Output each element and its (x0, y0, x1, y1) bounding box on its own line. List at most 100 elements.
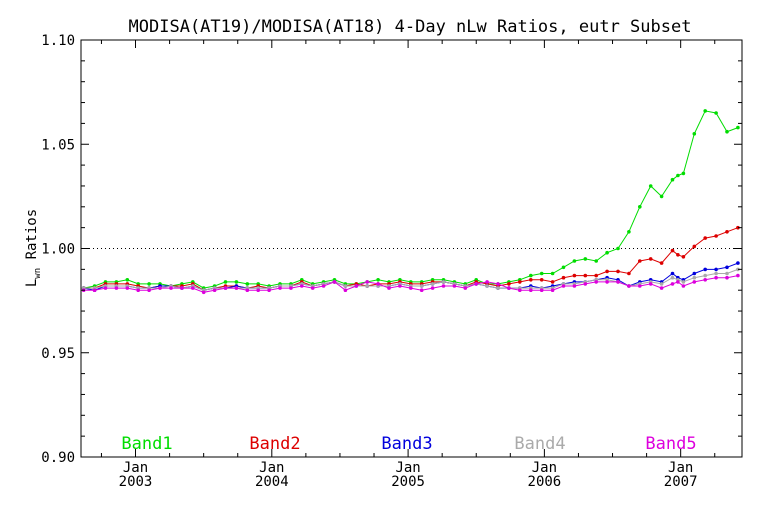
data-point (670, 271, 675, 276)
y-tick-label: 0.95 (41, 346, 75, 362)
data-point (474, 282, 479, 286)
data-point (419, 288, 424, 293)
x-tick-year-label: 2003 (119, 474, 153, 490)
chart-title: MODISA(AT19)/MODISA(AT18) 4-Day nLw Rati… (129, 17, 692, 37)
data-point (234, 280, 239, 284)
data-point (125, 286, 130, 290)
data-point (409, 286, 413, 290)
data-point (354, 284, 359, 288)
data-point (681, 284, 686, 288)
data-point (659, 282, 664, 286)
x-tick-year-label: 2005 (391, 474, 425, 490)
data-point (507, 282, 511, 286)
data-point (692, 271, 697, 276)
legend-label-band1: Band1 (121, 434, 172, 454)
y-axis-label-main: L (24, 279, 40, 287)
data-point (419, 284, 424, 288)
data-point (692, 280, 697, 284)
data-point (147, 282, 151, 286)
data-point (572, 273, 577, 278)
data-point (398, 284, 402, 288)
data-point (387, 286, 391, 290)
data-point (725, 271, 729, 276)
data-point (125, 278, 130, 282)
data-point (343, 284, 348, 288)
data-point (703, 273, 707, 278)
data-point (561, 265, 566, 270)
series-band1 (81, 109, 740, 290)
series-line-band2 (83, 227, 739, 291)
data-point (736, 125, 740, 130)
data-point (191, 286, 195, 290)
data-point (605, 250, 609, 255)
plot-frame (80, 39, 743, 458)
x-tick-year-label: 2004 (255, 474, 289, 490)
data-point (180, 286, 184, 290)
data-point (692, 244, 697, 249)
data-point (463, 286, 468, 290)
data-point (92, 288, 97, 293)
data-point (212, 288, 217, 293)
data-point (114, 286, 119, 290)
data-point (676, 253, 680, 257)
data-point (234, 286, 239, 290)
data-point (703, 278, 707, 282)
data-point (365, 280, 370, 284)
y-tick-label: 1.10 (41, 33, 75, 49)
data-point (245, 288, 250, 293)
x-tick-month-label: Jan (123, 460, 148, 476)
data-point (736, 273, 740, 278)
data-point (529, 288, 533, 293)
y-tick-label: 1.05 (41, 137, 75, 153)
data-point (676, 173, 680, 178)
data-point (518, 288, 522, 293)
data-point (289, 286, 293, 290)
data-point (725, 129, 729, 134)
data-point (736, 261, 740, 265)
data-point (725, 230, 729, 234)
data-point (616, 280, 620, 284)
data-point (441, 284, 446, 288)
data-point (703, 236, 707, 240)
axis-layer: 0.900.951.001.051.10Jan2003Jan2004Jan200… (41, 33, 742, 490)
data-point (201, 290, 206, 295)
data-point (147, 288, 151, 293)
legend-label-band5: Band5 (645, 434, 696, 454)
data-point (714, 271, 718, 276)
data-point (605, 280, 609, 284)
data-point (485, 284, 489, 288)
data-point (343, 288, 348, 293)
data-point (223, 286, 228, 290)
series-line-band5 (83, 275, 738, 293)
legend-layer: Band1 Band2 Band3 Band4 Band5 (121, 434, 696, 454)
data-point (136, 288, 140, 293)
data-point (659, 261, 664, 265)
data-point (550, 271, 555, 276)
data-point (103, 286, 108, 290)
data-point (670, 248, 675, 253)
data-point (583, 282, 588, 286)
y-axis-label-sub: wn (33, 268, 43, 279)
data-point (507, 286, 511, 290)
data-point (245, 282, 250, 286)
data-point (648, 184, 653, 188)
x-tick-month-label: Jan (532, 460, 557, 476)
y-tick-label: 0.90 (41, 450, 75, 466)
data-point (572, 259, 577, 263)
data-point (550, 288, 555, 293)
data-point (561, 284, 566, 288)
series-layer (81, 109, 740, 295)
data-point (725, 275, 729, 280)
data-point (594, 280, 598, 284)
series-line-band4 (83, 268, 739, 291)
data-point (648, 257, 653, 261)
data-point (605, 269, 609, 274)
data-point (638, 205, 642, 209)
data-point (616, 269, 620, 274)
data-point (736, 225, 740, 230)
data-point (561, 275, 566, 280)
data-point (594, 259, 598, 263)
data-point (223, 280, 228, 284)
data-point (681, 280, 686, 284)
data-point (703, 267, 707, 272)
